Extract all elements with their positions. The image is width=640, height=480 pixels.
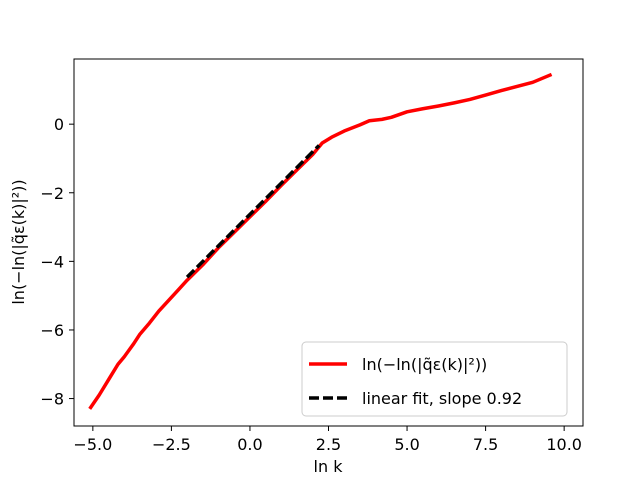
legend-label-0: ln(−ln(|q̃ε(k)|²))	[362, 355, 487, 374]
x-axis-ticks: −5.0 −2.5 0.0 2.5 5.0 7.5 10.0	[73, 426, 582, 454]
x-tick-label: 10.0	[546, 435, 582, 454]
x-tick-label: −2.5	[152, 435, 191, 454]
legend-box	[301, 341, 568, 417]
y-axis-ticks: −8 −6 −4 −2 0	[40, 115, 74, 409]
y-tick-label: −4	[40, 252, 64, 271]
series-line-0	[88, 72, 553, 410]
x-tick-label: 7.5	[473, 435, 498, 454]
x-tick-label: 0.0	[237, 435, 262, 454]
series-layer	[88, 72, 553, 410]
series-line-1	[185, 144, 321, 279]
y-tick-label: −8	[40, 390, 64, 409]
y-tick-label: 0	[54, 115, 64, 134]
y-axis-label: ln(−ln(|q̃ε(k)|²))	[9, 179, 28, 304]
legend: ln(−ln(|q̃ε(k)|²)) linear fit, slope 0.9…	[301, 341, 568, 417]
y-tick-label: −6	[40, 321, 64, 340]
x-tick-label: 2.5	[316, 435, 341, 454]
x-tick-label: 5.0	[394, 435, 419, 454]
y-tick-label: −2	[40, 184, 64, 203]
legend-label-1: linear fit, slope 0.92	[362, 389, 522, 408]
x-tick-label: −5.0	[73, 435, 112, 454]
x-axis-label: ln k	[314, 457, 344, 476]
